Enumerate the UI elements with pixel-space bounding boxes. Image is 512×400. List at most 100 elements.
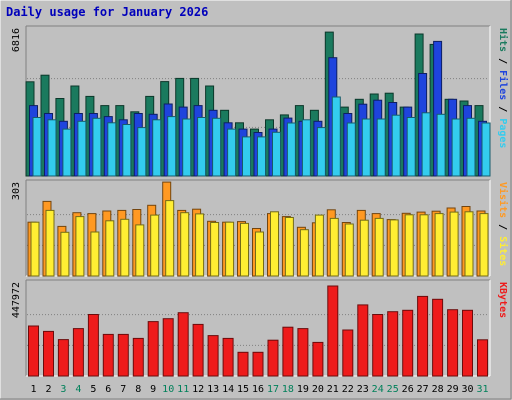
x-tick-label: 27 — [417, 384, 429, 395]
bar-pages-day-19 — [301, 119, 311, 177]
x-tick-label: 30 — [461, 384, 473, 395]
bar-sites-day-27 — [419, 214, 429, 277]
x-tick-label: 18 — [282, 384, 294, 395]
bar-sites-day-21 — [329, 217, 339, 277]
bar-sites-day-24 — [374, 217, 384, 277]
legend-entry-visits: Visits — [497, 182, 509, 218]
bar-pages-day-21 — [331, 96, 341, 177]
bar-sites-day-4 — [75, 216, 85, 277]
bar-kbytes-day-20 — [312, 341, 324, 377]
legend-entry-sites: Sites — [497, 236, 509, 266]
bar-kbytes-day-5 — [87, 314, 99, 377]
x-axis-labels: 1 2 3 4 5 6 7 8 9 10 11 12 13 14 15 16 17 18 19 20 21 22 23 24 2… — [30, 384, 488, 395]
x-tick-label: 20 — [312, 384, 324, 395]
x-tick-label: 3 — [60, 384, 66, 395]
x-tick-label: 21 — [327, 384, 339, 395]
bar-pages-day-17 — [272, 131, 281, 177]
bar-sites-day-12 — [195, 213, 205, 277]
panel-kbytes: 447972 KBytes — [11, 279, 508, 377]
bar-pages-day-12 — [197, 117, 207, 177]
bar-kbytes-day-3 — [57, 339, 69, 377]
x-tick-label: 25 — [387, 384, 399, 395]
series-kbytes — [28, 285, 488, 377]
bar-sites-day-2 — [45, 209, 55, 277]
x-tick-label: 1 — [30, 384, 36, 395]
bar-sites-day-3 — [60, 231, 70, 277]
bar-sites-day-7 — [120, 218, 130, 277]
bar-kbytes-day-29 — [447, 309, 459, 377]
bar-sites-day-25 — [389, 219, 399, 277]
bar-kbytes-day-1 — [28, 325, 39, 377]
bar-sites-day-20 — [314, 214, 324, 277]
bar-pages-day-9 — [152, 119, 162, 177]
bar-kbytes-day-12 — [192, 323, 204, 377]
bar-kbytes-day-25 — [387, 311, 399, 377]
bar-kbytes-day-17 — [267, 339, 279, 377]
bar-pages-day-29 — [451, 118, 461, 177]
bar-sites-day-8 — [135, 224, 145, 277]
bar-kbytes-day-30 — [462, 309, 473, 377]
x-tick-label: 9 — [150, 384, 156, 395]
bar-pages-day-14 — [227, 128, 237, 177]
bar-pages-day-13 — [212, 117, 222, 177]
bar-kbytes-day-7 — [117, 333, 129, 377]
bar-kbytes-day-9 — [147, 321, 159, 377]
legend-separator: / — [497, 100, 508, 118]
bar-pages-day-16 — [257, 136, 266, 177]
x-tick-label: 15 — [237, 384, 249, 395]
bar-sites-day-16 — [255, 231, 264, 277]
bar-kbytes-day-19 — [297, 328, 309, 377]
bar-kbytes-day-31 — [477, 339, 488, 377]
bar-kbytes-day-23 — [357, 304, 369, 377]
panel-visits: 303 Visits / Sites — [11, 179, 509, 277]
chart-title: Daily usage for January 2026 — [6, 5, 208, 19]
x-tick-label: 12 — [192, 384, 204, 395]
legend-entry-hits: Hits — [497, 28, 509, 52]
x-tick-label: 7 — [120, 384, 126, 395]
panel-visits-legend: Visits / Sites — [497, 182, 509, 266]
bar-sites-day-5 — [90, 231, 100, 277]
panel-hits: 6816 Hits / Files / Pages — [11, 25, 509, 177]
bar-sites-day-9 — [150, 214, 160, 277]
bar-kbytes-day-11 — [177, 312, 189, 377]
bar-pages-day-18 — [286, 122, 296, 177]
bar-sites-day-1 — [30, 221, 40, 277]
bar-pages-day-5 — [92, 117, 102, 177]
bar-pages-day-1 — [32, 117, 42, 177]
bar-kbytes-day-13 — [207, 335, 219, 377]
bar-sites-day-30 — [464, 211, 474, 277]
bar-pages-day-30 — [466, 117, 476, 177]
x-tick-label: 19 — [297, 384, 309, 395]
bar-sites-day-28 — [434, 213, 444, 277]
bar-sites-day-22 — [344, 223, 354, 277]
x-tick-label: 26 — [402, 384, 414, 395]
bar-sites-day-23 — [359, 219, 369, 277]
bar-pages-day-24 — [376, 118, 386, 177]
bar-pages-day-10 — [167, 116, 177, 177]
x-tick-label: 16 — [252, 384, 264, 395]
bar-pages-day-4 — [77, 120, 87, 177]
bar-kbytes-day-18 — [282, 326, 294, 377]
y-axis-max-label: 447972 — [11, 282, 22, 318]
bar-pages-day-22 — [346, 122, 356, 177]
x-tick-label: 5 — [90, 384, 96, 395]
bar-pages-day-7 — [122, 124, 132, 177]
panel-kbytes-legend: KBytes — [497, 282, 508, 318]
bar-pages-day-11 — [182, 118, 192, 177]
bar-pages-day-28 — [436, 113, 446, 177]
bar-sites-day-14 — [225, 221, 235, 277]
x-tick-label: 17 — [267, 384, 279, 395]
x-tick-label: 6 — [105, 384, 111, 395]
x-tick-label: 13 — [207, 384, 219, 395]
bar-pages-day-8 — [137, 127, 147, 177]
y-axis-max-label: 6816 — [11, 28, 22, 52]
bar-pages-day-20 — [316, 127, 326, 177]
bar-kbytes-day-22 — [342, 329, 354, 377]
bar-kbytes-day-4 — [72, 328, 84, 377]
legend-entry-files: Files — [497, 70, 509, 100]
x-tick-label: 28 — [432, 384, 444, 395]
x-tick-label: 10 — [162, 384, 174, 395]
bar-kbytes-day-6 — [102, 333, 114, 377]
